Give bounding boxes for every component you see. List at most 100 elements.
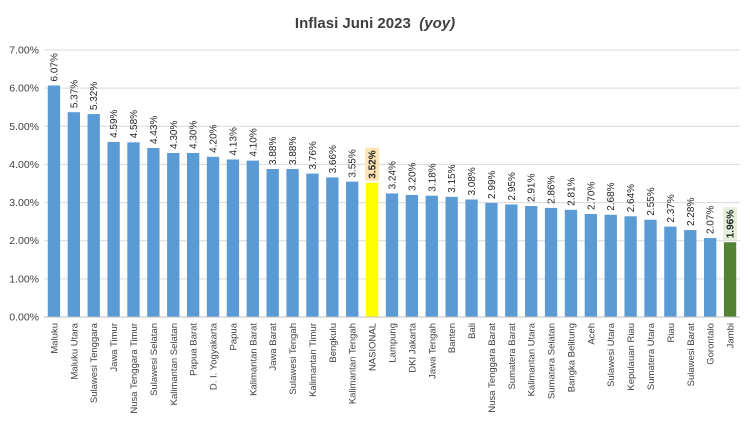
y-tick-label: 6.00% <box>9 83 39 95</box>
data-label: 3.52% <box>368 150 379 178</box>
bar <box>326 177 339 317</box>
data-label: 2.55% <box>646 187 657 215</box>
data-label: 2.37% <box>666 194 677 222</box>
data-label: 2.95% <box>507 172 518 200</box>
data-label: 1.96% <box>726 210 737 238</box>
category-label: D. I. Yogyakarta <box>209 322 220 390</box>
category-label: Maluku <box>49 323 60 354</box>
bar <box>47 85 61 317</box>
bar <box>564 209 578 317</box>
category-label: Bangka Belitung <box>566 323 577 392</box>
y-tick-label: 2.00% <box>9 235 39 247</box>
bar <box>445 196 458 317</box>
y-tick-label: 5.00% <box>9 121 39 133</box>
bar <box>226 159 240 317</box>
category-label: Jawa Tengah <box>427 323 438 379</box>
bar <box>385 193 399 317</box>
category-label: Kalimantan Tengah <box>348 323 359 404</box>
bar <box>206 156 220 317</box>
category-label: Papua Barat <box>189 323 200 376</box>
data-label: 3.08% <box>467 167 478 195</box>
data-label: 3.24% <box>388 161 399 189</box>
data-label: 2.81% <box>566 177 577 205</box>
bar <box>684 230 697 317</box>
category-label: Jambi <box>726 323 737 348</box>
bar-lowest <box>723 242 737 317</box>
bar <box>167 152 180 317</box>
bar <box>306 173 319 317</box>
bar <box>67 112 80 318</box>
data-label: 3.15% <box>447 164 458 192</box>
category-label: Sumatera Utara <box>646 322 657 390</box>
data-labels: 6.07% 5.37% 5.32% 4.59% 4.58% 4.43% 4.30% 4.30%… <box>49 53 738 241</box>
data-label: 4.10% <box>248 128 259 156</box>
bar <box>604 214 617 317</box>
category-label: DKI Jakarta <box>407 322 418 372</box>
y-tick-label: 3.00% <box>9 197 39 209</box>
data-label: 4.30% <box>169 121 180 149</box>
category-label: Sulawesi Tenggara <box>89 322 100 403</box>
bar <box>405 194 419 317</box>
bar <box>465 199 478 317</box>
data-label: 5.32% <box>89 82 100 110</box>
bar <box>704 238 717 317</box>
data-label-highlight-bg <box>723 207 738 241</box>
category-label: Sumatera Barat <box>507 323 518 390</box>
data-label: 2.28% <box>686 198 697 226</box>
bar <box>485 202 498 317</box>
bar <box>505 204 518 317</box>
data-label-highlight-bg <box>365 147 380 181</box>
data-label: 3.55% <box>348 149 359 177</box>
bar <box>286 169 299 317</box>
category-label: Kalimantan Utara <box>527 322 538 396</box>
category-label: Sulawesi Tengah <box>288 323 299 395</box>
category-label: Kalimantan Barat <box>248 323 259 396</box>
category-label: Riau <box>666 323 677 343</box>
category-label: Kalimantan Timur <box>308 323 319 397</box>
category-label: Nusa Tenggara Timur <box>129 323 140 414</box>
category-label: Bali <box>467 323 478 339</box>
bar <box>87 114 100 317</box>
category-label: Papua <box>228 322 239 350</box>
bar <box>664 226 677 317</box>
bar <box>624 216 637 317</box>
bar <box>147 148 160 317</box>
category-label: Nusa Tenggara Barat <box>487 323 498 413</box>
data-label: 2.07% <box>706 206 717 234</box>
category-label: Maluku Utara <box>69 322 80 379</box>
data-label: 2.91% <box>527 174 538 202</box>
data-label: 2.86% <box>547 175 558 203</box>
data-label: 4.43% <box>149 116 160 144</box>
bar <box>186 152 200 317</box>
bar-national <box>365 182 379 317</box>
category-label: Sulawesi Utara <box>606 322 617 387</box>
data-label: 2.99% <box>487 170 498 198</box>
y-tick-label: 7.00% <box>9 45 39 57</box>
bar <box>544 207 558 317</box>
bar <box>346 181 359 317</box>
data-label: 2.64% <box>626 184 637 212</box>
data-label: 4.59% <box>109 109 120 137</box>
chart-title: Inflasi Juni 2023 (yoy) <box>295 15 455 32</box>
data-label: 4.30% <box>189 121 200 149</box>
bar <box>644 219 657 317</box>
category-label: Sulawesi Selatan <box>149 323 160 396</box>
data-label: 2.68% <box>606 182 617 210</box>
bar <box>425 195 438 317</box>
category-label: Kalimantan Selatan <box>169 323 180 405</box>
x-axis-category-labels: Maluku Maluku Utara Sulawesi Tenggara Jawa … <box>49 322 736 413</box>
category-label: Aceh <box>586 323 597 345</box>
data-label: 4.20% <box>209 124 220 152</box>
y-tick-label: 0.00% <box>9 312 39 324</box>
data-label: 4.13% <box>228 127 239 155</box>
category-label: Sulawesi Barat <box>686 323 697 387</box>
bar <box>584 214 598 317</box>
category-label: Banten <box>447 323 458 353</box>
category-label: Bengkulu <box>328 323 339 363</box>
category-label: Gorontalo <box>706 323 717 365</box>
category-label: Jawa Timur <box>109 323 120 372</box>
category-label: Kepulauan Riau <box>626 323 637 391</box>
bar <box>525 206 538 317</box>
